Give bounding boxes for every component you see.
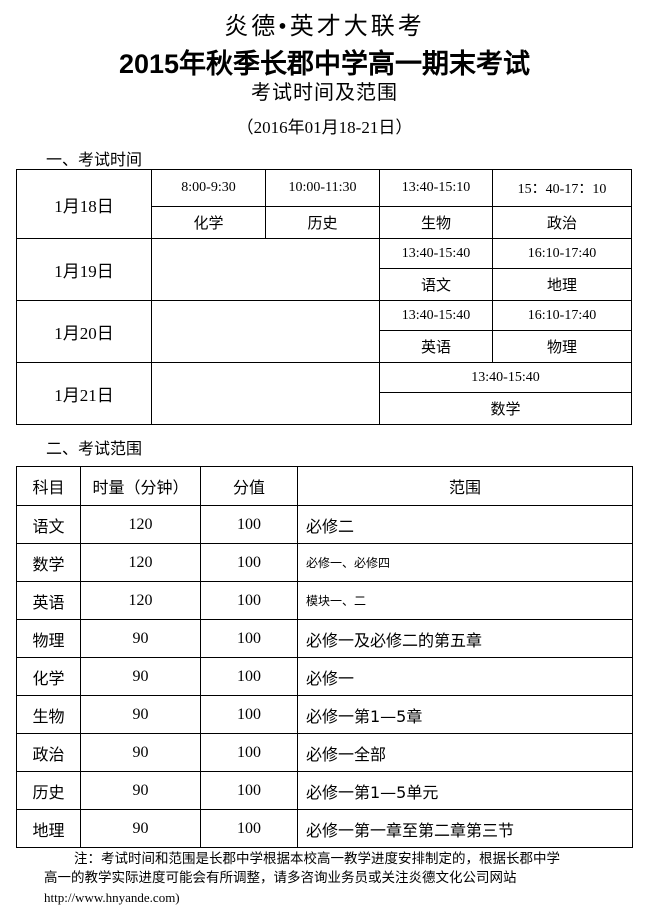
column-header: 范围 [297, 466, 633, 506]
table-row: 语文 120 100 必修二 [16, 505, 633, 544]
scope-cell: 必修二 [297, 505, 633, 544]
duration-cell: 120 [80, 581, 201, 620]
duration-cell: 90 [80, 619, 201, 658]
duration-cell: 90 [80, 695, 201, 734]
table-row: 英语 120 100 模块一、二 [16, 581, 633, 620]
duration-cell: 90 [80, 657, 201, 696]
scope-cell: 必修一、必修四 [297, 543, 633, 582]
time-cell: 13:40-15:40 [379, 362, 632, 393]
time-cell: 16:10-17:40 [492, 238, 632, 269]
date-cell: 1月20日 [16, 300, 152, 363]
page-title: 2015年秋季长郡中学高一期末考试 [118, 49, 531, 79]
empty-cell [151, 300, 380, 363]
subject-cell: 物理 [16, 619, 81, 658]
subject-cell: 生物 [16, 695, 81, 734]
time-cell: 15：40-17：10 [492, 169, 632, 207]
table-row: 1月21日 13:40-15:40 [16, 362, 632, 425]
note-line: 注：考试时间和范围是长郡中学根据本校高一教学进度安排制定的，根据长郡中学 [74, 851, 560, 867]
table-row: 化学 历史 生物 政治 [17, 206, 632, 239]
duration-cell: 90 [80, 733, 201, 772]
subject-cell: 英语 [16, 581, 81, 620]
empty-cell [151, 362, 380, 425]
time-cell: 16:10-17:40 [492, 300, 632, 331]
subject-cell: 生物 [379, 206, 493, 239]
subject-cell: 化学 [151, 206, 266, 239]
date-cell: 1月18日 [16, 169, 152, 239]
subject-cell: 英语 [379, 330, 493, 363]
duration-cell: 120 [80, 505, 201, 544]
table-row: 政治 90 100 必修一全部 [16, 733, 633, 772]
subject-cell: 政治 [492, 206, 632, 239]
scope-cell: 必修一第1—5单元 [297, 771, 633, 810]
score-cell: 100 [200, 733, 298, 772]
date-cell: 1月21日 [16, 362, 152, 425]
table-row: 英语 物理 [17, 330, 632, 363]
time-cell: 13:40-15:40 [379, 238, 493, 269]
table-row: 语文 地理 [17, 268, 632, 301]
scope-cell: 必修一 [297, 657, 633, 696]
scope-cell: 必修一及必修二的第五章 [297, 619, 633, 658]
scope-cell: 必修一全部 [297, 733, 633, 772]
table-row: 历史 90 100 必修一第1—5单元 [16, 771, 633, 810]
column-header: 时量（分钟） [80, 466, 201, 506]
schedule-table: 1月18日 8:00-9:30 10:00-11:30 13:40-15:10 … [16, 169, 632, 425]
page-subtitle: 考试时间及范围 [251, 82, 398, 104]
time-cell: 13:40-15:40 [379, 300, 493, 331]
score-cell: 100 [200, 657, 298, 696]
table-row: 生物 90 100 必修一第1—5章 [16, 695, 633, 734]
subject-cell: 数学 [16, 543, 81, 582]
table-row: 1月19日 13:40-15:40 16:10-17:40 [16, 238, 632, 301]
website-link[interactable]: http://www.hnyande.com) [44, 890, 180, 905]
note-line: 高一的教学实际进度可能会有所调整，请多咨询业务员或关注炎德文化公司网站 [44, 870, 517, 886]
subject-cell: 历史 [16, 771, 81, 810]
date-range: （2016年01月18-21日） [236, 118, 413, 137]
score-cell: 100 [200, 543, 298, 582]
scope-table: 科目 时量（分钟） 分值 范围 语文 120 100 必修二 数学 120 100 必修一、必… [16, 466, 633, 848]
subject-cell: 地理 [492, 268, 632, 301]
footnote: 注：考试时间和范围是长郡中学根据本校高一教学进度安排制定的，根据长郡中学 高一的… [44, 850, 614, 907]
score-cell: 100 [200, 809, 298, 848]
duration-cell: 90 [80, 771, 201, 810]
column-header: 科目 [16, 466, 81, 506]
table-row: 1月18日 8:00-9:30 10:00-11:30 13:40-15:10 … [16, 169, 632, 239]
table-header-row: 科目 时量（分钟） 分值 范围 [16, 466, 633, 506]
duration-cell: 90 [80, 809, 201, 848]
scope-cell: 模块一、二 [297, 581, 633, 620]
subject-cell: 化学 [16, 657, 81, 696]
score-cell: 100 [200, 581, 298, 620]
subject-cell: 语文 [379, 268, 493, 301]
scope-heading: 二、考试范围 [46, 439, 143, 458]
schedule-heading: 一、考试时间 [46, 150, 143, 169]
subject-cell: 历史 [265, 206, 380, 239]
score-cell: 100 [200, 695, 298, 734]
table-row: 物理 90 100 必修一及必修二的第五章 [16, 619, 633, 658]
empty-cell [151, 238, 380, 301]
score-cell: 100 [200, 771, 298, 810]
table-row: 数学 [17, 392, 632, 425]
subject-cell: 数学 [379, 392, 632, 425]
subject-cell: 地理 [16, 809, 81, 848]
subject-cell: 物理 [492, 330, 632, 363]
scope-cell: 必修一第一章至第二章第三节 [297, 809, 633, 848]
score-cell: 100 [200, 505, 298, 544]
brand-title: 炎德•英才大联考 [224, 14, 425, 40]
scope-cell: 必修一第1—5章 [297, 695, 633, 734]
subject-cell: 政治 [16, 733, 81, 772]
duration-cell: 120 [80, 543, 201, 582]
date-cell: 1月19日 [16, 238, 152, 301]
table-row: 1月20日 13:40-15:40 16:10-17:40 [16, 300, 632, 363]
time-cell: 10:00-11:30 [265, 169, 380, 207]
subject-cell: 语文 [16, 505, 81, 544]
score-cell: 100 [200, 619, 298, 658]
table-row: 地理 90 100 必修一第一章至第二章第三节 [16, 809, 633, 848]
time-cell: 8:00-9:30 [151, 169, 266, 207]
column-header: 分值 [200, 466, 298, 506]
table-row: 数学 120 100 必修一、必修四 [16, 543, 633, 582]
table-row: 化学 90 100 必修一 [16, 657, 633, 696]
time-cell: 13:40-15:10 [379, 169, 493, 207]
